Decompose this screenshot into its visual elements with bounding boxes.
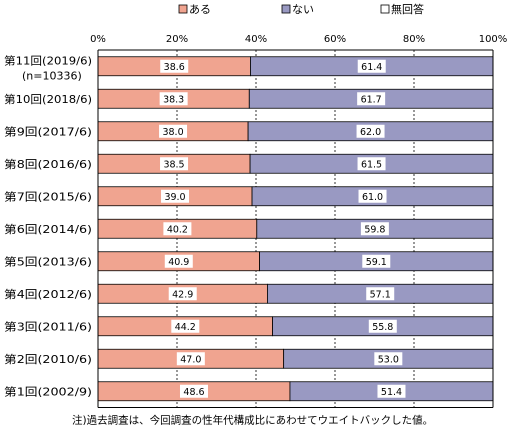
data-label: 38.0 xyxy=(162,127,183,138)
category-label: 第10回(2018/6) xyxy=(4,92,92,106)
data-label-box xyxy=(377,384,406,398)
x-tick-label: 40% xyxy=(245,34,267,45)
data-label: 38.5 xyxy=(163,159,184,170)
data-label: 53.0 xyxy=(378,354,399,365)
x-tick-label: 80% xyxy=(403,34,425,45)
data-label-box xyxy=(179,384,208,398)
data-label-box xyxy=(176,352,205,366)
category-label: 第1回(2002/9) xyxy=(4,384,92,398)
category-labels: 第11回(2019/6) (n=10336) 第10回(2018/6) 第9回(201… xyxy=(4,53,92,398)
data-label: 42.9 xyxy=(172,289,193,300)
data-label: 61.0 xyxy=(362,192,383,203)
category-sublabel: (n=10336) xyxy=(22,69,82,82)
data-label: 62.0 xyxy=(360,127,381,138)
data-label: 59.1 xyxy=(366,257,387,268)
data-label-box xyxy=(160,59,189,73)
category-label: 第5回(2013/6) xyxy=(4,254,92,268)
data-label: 57.1 xyxy=(370,289,391,300)
data-label-box xyxy=(163,222,192,236)
footnote: 注)過去調査は、今回調査の性年代構成比にあわせてウエイトバックした値。 xyxy=(72,414,433,427)
data-label: 40.2 xyxy=(167,224,188,235)
data-label-box xyxy=(362,254,391,268)
data-label-box xyxy=(356,124,385,138)
axis-line xyxy=(97,49,494,408)
data-label-box xyxy=(357,157,386,171)
data-label: 61.5 xyxy=(361,159,382,170)
data-label: 48.6 xyxy=(183,387,204,398)
category-label: 第2回(2010/6) xyxy=(4,352,92,366)
data-label-box xyxy=(374,352,403,366)
category-label: 第4回(2012/6) xyxy=(4,287,92,301)
legend-swatch-3 xyxy=(380,4,390,14)
data-label-box xyxy=(159,92,188,106)
data-label-box xyxy=(366,287,395,301)
x-axis-ticks: 0% 20% 40% 60% 80% 100% xyxy=(90,34,507,45)
data-label: 38.6 xyxy=(164,62,185,73)
x-tick-label: 60% xyxy=(324,34,346,45)
data-label-box xyxy=(357,92,386,106)
data-label: 40.9 xyxy=(168,257,189,268)
category-label: 第3回(2011/6) xyxy=(4,319,92,333)
data-label: 55.8 xyxy=(372,322,393,333)
data-label-box xyxy=(164,254,193,268)
legend-swatch-2 xyxy=(281,4,291,14)
data-label: 47.0 xyxy=(180,354,201,365)
legend-label-2: ない xyxy=(292,3,314,16)
data-label-box xyxy=(171,319,200,333)
category-label: 第9回(2017/6) xyxy=(4,124,92,138)
data-label-box xyxy=(357,59,386,73)
data-label: 38.3 xyxy=(163,94,184,105)
data-label: 51.4 xyxy=(381,387,402,398)
data-label: 61.7 xyxy=(361,94,382,105)
data-label-box xyxy=(159,124,188,138)
legend-label-3: 無回答 xyxy=(391,2,424,16)
category-label: 第7回(2015/6) xyxy=(4,189,92,203)
data-label-box xyxy=(360,222,389,236)
data-label-box xyxy=(161,189,190,203)
legend-label-1: ある xyxy=(189,3,211,16)
x-tick-label: 20% xyxy=(166,34,188,45)
category-label: 第8回(2016/6) xyxy=(4,157,92,171)
data-label: 39.0 xyxy=(164,192,185,203)
bars: 38.6 61.4 38.3 61.7 38.0 62.0 38.5 61.5 39.0 61.0… xyxy=(97,56,494,402)
x-tick-label: 0% xyxy=(90,34,106,45)
data-label-box xyxy=(358,189,387,203)
data-label: 44.2 xyxy=(175,322,196,333)
legend: ある ない 無回答 xyxy=(178,2,424,16)
data-label-box xyxy=(368,319,397,333)
x-tick-label: 100% xyxy=(479,34,508,45)
data-label: 61.4 xyxy=(361,62,382,73)
category-label: 第6回(2014/6) xyxy=(4,222,92,236)
data-label-box xyxy=(168,287,197,301)
data-label-box xyxy=(160,157,189,171)
data-label: 59.8 xyxy=(364,224,385,235)
legend-swatch-1 xyxy=(178,4,188,14)
category-label: 第11回(2019/6) xyxy=(4,53,92,67)
